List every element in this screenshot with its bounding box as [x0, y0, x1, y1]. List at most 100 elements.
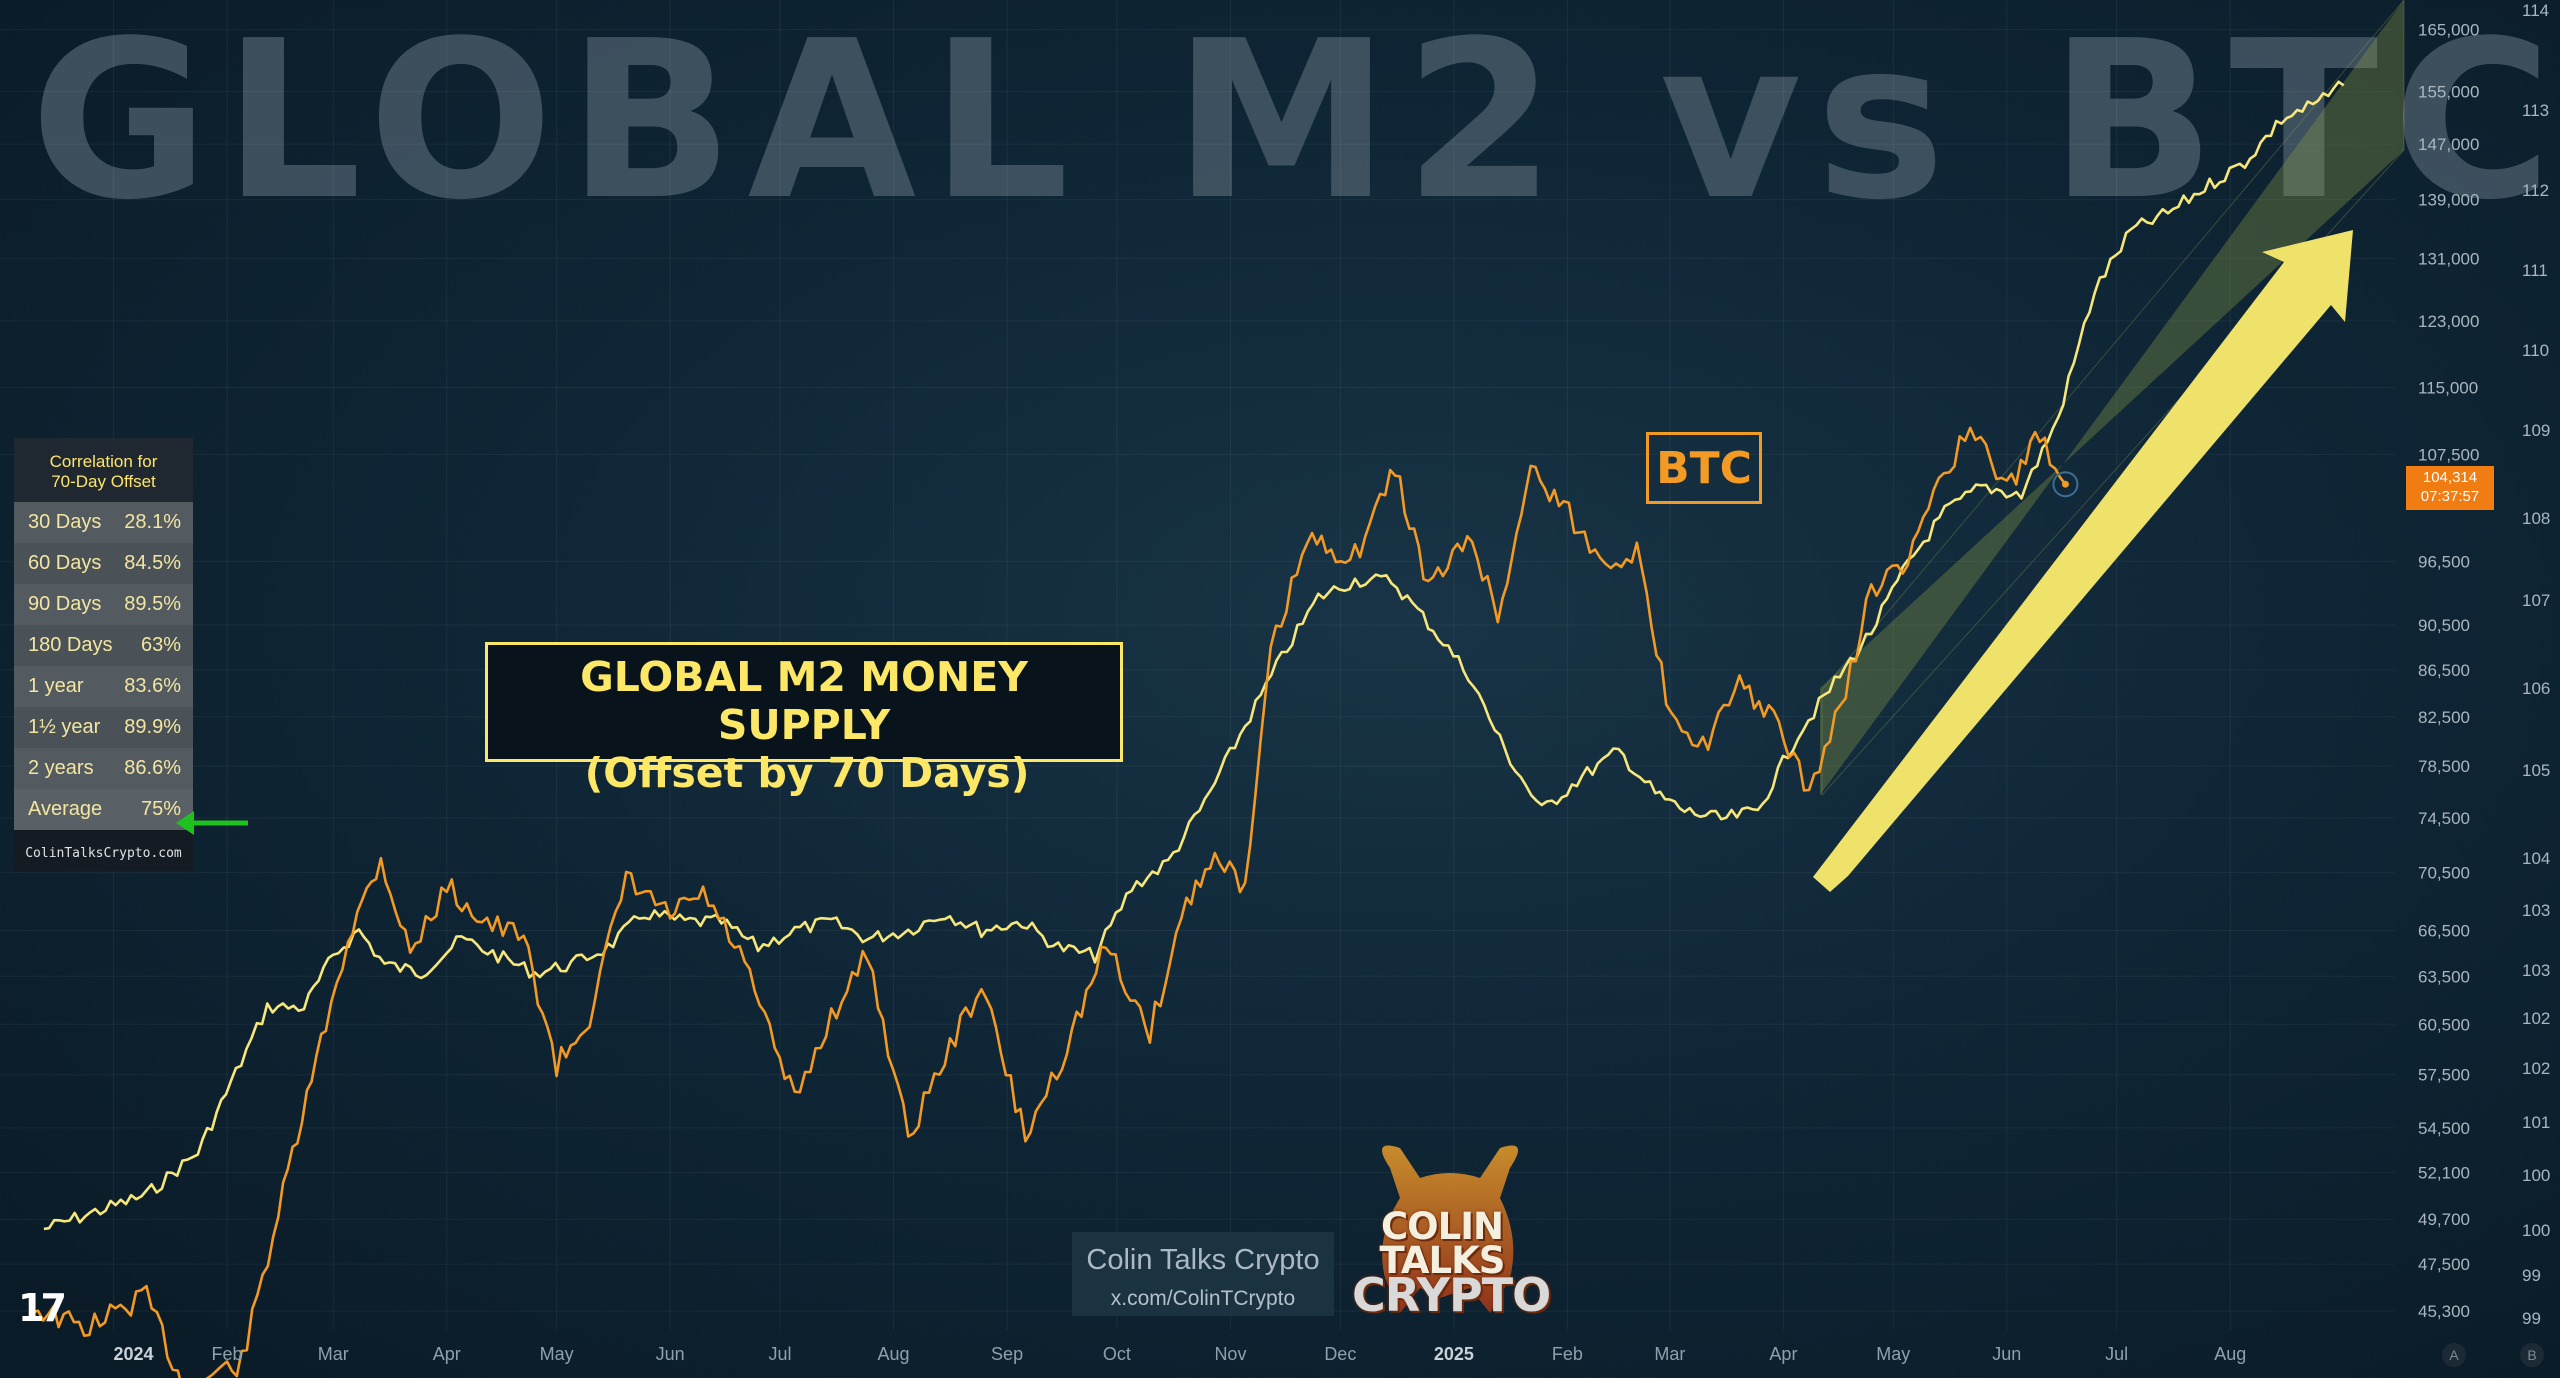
m2-axis-tick-label: 114: [2522, 1, 2549, 20]
x-tick-label: Oct: [1103, 1344, 1131, 1364]
m2-axis-tick-label: 101: [2522, 1113, 2550, 1132]
m2-label-line2: (Offset by 70 Days): [584, 749, 1030, 797]
x-tick-label: Jul: [2105, 1344, 2128, 1364]
x-tick-label: Jun: [656, 1344, 685, 1364]
correlation-row: 1 year 83.6%: [14, 666, 193, 707]
btc-axis-tick-label: 165,000: [2418, 21, 2479, 40]
m2-label-line1: GLOBAL M2 MONEY SUPPLY: [580, 653, 1028, 749]
branding-url: x.com/ColinTCrypto: [1110, 1287, 1296, 1310]
auto-scale-button[interactable]: A: [2442, 1343, 2466, 1367]
m2-axis-tick-label: 107: [2522, 591, 2550, 610]
m2-axis-tick-label: 100: [2522, 1166, 2550, 1185]
x-tick-label: Jun: [1992, 1344, 2021, 1364]
btc-axis-tick-label: 147,000: [2418, 135, 2479, 154]
x-tick-label: Sep: [991, 1344, 1023, 1364]
bull-logo-icon: [1382, 1145, 1518, 1313]
btc-countdown: 07:37:57: [2420, 488, 2480, 505]
btc-series-line: [32, 426, 2067, 1378]
x-tick-label: Feb: [212, 1344, 243, 1364]
ascending-channel: [1820, 0, 2404, 795]
x-tick-label: Nov: [1214, 1344, 1246, 1364]
correlation-value: 83.6%: [124, 675, 181, 697]
btc-axis-tick-label: 131,000: [2418, 249, 2479, 268]
btc-axis-tick-label: 96,500: [2418, 552, 2470, 571]
m2-axis-tick-label: 102: [2522, 1059, 2550, 1078]
correlation-period: 180 Days: [28, 634, 113, 656]
btc-axis-tick-label: 107,500: [2418, 445, 2479, 464]
btc-price-tag: 104,314 07:37:57: [2406, 466, 2494, 510]
correlation-period: Average: [28, 798, 103, 820]
correlation-title-line2: 70-Day Offset: [51, 472, 156, 491]
m2-axis-tick-label: 99: [2522, 1309, 2541, 1328]
m2-axis-tick-label: 109: [2522, 421, 2550, 440]
correlation-period: 1 year: [28, 675, 84, 697]
correlation-value: 75%: [140, 798, 181, 820]
correlation-row: 30 Days 28.1%: [14, 502, 193, 543]
branding-logo-line1: COLIN TALKS: [1379, 1205, 1506, 1282]
x-tick-label: May: [540, 1344, 574, 1364]
m2-axis-tick-label: 105: [2522, 761, 2550, 780]
branding-logo-text: COLIN TALKS CRYPTO: [1352, 1205, 1551, 1322]
btc-axis-tick-label: 90,500: [2418, 616, 2470, 635]
btc-axis-tick-label: 139,000: [2418, 191, 2479, 210]
x-tick-label: 2025: [1434, 1344, 1474, 1364]
correlation-period: 60 Days: [28, 552, 102, 574]
btc-axis-tick-label: 74,500: [2418, 809, 2470, 828]
btc-last-price: 104,314: [2422, 469, 2478, 486]
m2-axis-tick-label: 113: [2522, 101, 2549, 120]
x-tick-label: Aug: [878, 1344, 910, 1364]
btc-axis-tick-label: 52,100: [2418, 1163, 2470, 1182]
btc-axis-tick-label: 66,500: [2418, 922, 2470, 941]
correlation-value: 63%: [140, 634, 181, 656]
m2-axis-tick-label: 112: [2522, 181, 2549, 200]
m2-axis-tick-label: 104: [2522, 849, 2550, 868]
btc-axis-tick-label: 155,000: [2418, 83, 2479, 102]
btc-axis-tick-label: 45,300: [2418, 1302, 2470, 1321]
x-tick-label: May: [1876, 1344, 1910, 1364]
x-tick-label: Aug: [2214, 1344, 2246, 1364]
tradingview-logo: 17: [18, 1286, 67, 1330]
m2-axis-tick-label: 103: [2522, 901, 2550, 920]
correlation-title-line1: Correlation for: [49, 452, 158, 471]
btc-axis-tick-label: 70,500: [2418, 864, 2470, 883]
correlation-value: 86.6%: [124, 757, 181, 779]
m2-axis-tick-label: 108: [2522, 509, 2550, 528]
m2-label-box: GLOBAL M2 MONEY SUPPLY (Offset by 70 Day…: [485, 642, 1123, 797]
correlation-period: 2 years: [28, 757, 94, 779]
correlation-row: 60 Days 84.5%: [14, 543, 193, 584]
correlation-period: 30 Days: [28, 511, 102, 533]
correlation-period: 90 Days: [28, 593, 102, 615]
x-tick-label: 2024: [114, 1344, 154, 1364]
correlation-table: Correlation for 70-Day Offset 30 Days 28.…: [14, 438, 193, 871]
btc-label-box: BTC: [1646, 432, 1762, 504]
correlation-value: 89.5%: [124, 593, 181, 615]
btc-last-point-ring: [2052, 471, 2079, 498]
correlation-value: 89.9%: [124, 716, 181, 738]
trend-arrow-icon: [1813, 230, 2353, 892]
btc-axis-tick-label: 82,500: [2418, 708, 2470, 727]
correlation-row: 90 Days 89.5%: [14, 584, 193, 625]
m2-axis-tick-label: 106: [2522, 679, 2550, 698]
correlation-rows: 30 Days 28.1% 60 Days 84.5% 90 Days 89.5% 180 …: [14, 502, 193, 830]
correlation-title: Correlation for 70-Day Offset: [14, 438, 193, 502]
btc-axis-tick-label: 63,500: [2418, 967, 2470, 986]
m2-axis-tick-label: 111: [2522, 261, 2548, 280]
x-tick-label: Jul: [769, 1344, 792, 1364]
btc-axis-tick-label: 57,500: [2418, 1066, 2470, 1085]
branding-logo-line2: CRYPTO: [1352, 1268, 1551, 1322]
btc-axis-tick-label: 86,500: [2418, 661, 2470, 680]
chart-watermark: GLOBAL M2 vs BTC: [30, 0, 2560, 248]
x-tick-label: Mar: [1654, 1344, 1685, 1364]
correlation-period: 1½ year: [28, 716, 101, 738]
correlation-row: 2 years 86.6%: [14, 748, 193, 789]
log-scale-button[interactable]: B: [2520, 1343, 2544, 1367]
x-tick-label: Dec: [1324, 1344, 1356, 1364]
x-tick-label: Feb: [1552, 1344, 1583, 1364]
btc-axis-tick-label: 49,700: [2418, 1210, 2470, 1229]
m2-axis-tick-label: 103: [2522, 961, 2550, 980]
m2-axis-tick-label: 110: [2522, 341, 2549, 360]
btc-axis-tick-label: 78,500: [2418, 757, 2470, 776]
branding-box: Colin Talks Crypto x.com/ColinTCrypto: [1072, 1232, 1334, 1316]
